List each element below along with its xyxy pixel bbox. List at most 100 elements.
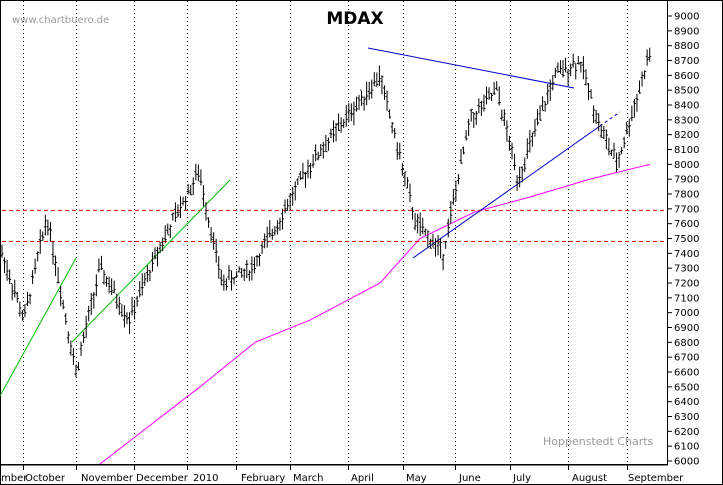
price-bar-24 <box>61 299 65 310</box>
x-tick-label-0: mber <box>1 473 28 484</box>
price-bar-109 <box>278 217 282 231</box>
price-bar-126 <box>321 141 325 159</box>
price-bar-45 <box>115 293 119 310</box>
price-bar-208 <box>530 132 534 147</box>
price-bars-layer <box>0 47 652 377</box>
price-bar-95 <box>242 268 246 281</box>
price-bar-149 <box>380 75 384 95</box>
price-bar-193 <box>492 82 496 95</box>
price-bar-137 <box>349 103 353 122</box>
price-bar-48 <box>122 305 126 328</box>
grid-layer <box>23 1 628 464</box>
price-bar-19 <box>48 221 52 242</box>
price-bar-244 <box>622 136 626 149</box>
price-bar-13 <box>33 258 37 274</box>
price-bar-87 <box>222 274 226 291</box>
price-bar-184 <box>469 108 473 122</box>
price-bar-196 <box>500 109 504 121</box>
price-bar-49 <box>125 312 129 325</box>
price-bar-181 <box>462 146 466 155</box>
price-bar-139 <box>354 96 358 112</box>
price-bar-249 <box>635 93 639 112</box>
price-bar-77 <box>196 164 200 182</box>
x-tick-label-11: August <box>572 473 607 484</box>
price-bar-32 <box>82 331 86 344</box>
price-bar-29 <box>74 364 78 377</box>
price-bar-116 <box>296 176 300 186</box>
price-bar-88 <box>224 278 228 291</box>
price-bar-151 <box>385 90 389 111</box>
price-bar-182 <box>464 130 468 141</box>
chart-title: MDAX <box>326 9 383 29</box>
price-bar-171 <box>436 235 440 256</box>
x-tick-label-3: December <box>136 473 189 484</box>
price-bar-157 <box>400 163 404 176</box>
price-bar-159 <box>405 177 409 189</box>
y-tick-label-8800: 8800 <box>674 41 699 52</box>
y-tick-label-6200: 6200 <box>674 427 699 438</box>
price-bar-110 <box>281 208 284 230</box>
price-bar-148 <box>377 65 381 87</box>
price-bar-74 <box>189 184 193 196</box>
price-bar-2 <box>5 259 9 281</box>
plot-frame <box>0 0 668 465</box>
x-tick-label-10: July <box>512 473 531 484</box>
y-tick-label-8700: 8700 <box>674 56 699 67</box>
price-bar-122 <box>311 154 315 168</box>
price-bar-224 <box>571 53 575 68</box>
price-bar-129 <box>329 128 333 139</box>
price-bar-21 <box>54 255 58 276</box>
price-bar-5 <box>13 279 17 298</box>
price-bar-238 <box>607 137 611 156</box>
price-bar-106 <box>270 228 274 240</box>
support-trendline-extension <box>599 111 621 127</box>
price-bar-100 <box>255 254 259 267</box>
x-tick-label-7: April <box>351 473 374 484</box>
price-bar-175 <box>446 218 450 238</box>
price-bar-119 <box>303 172 307 189</box>
y-tick-label-7600: 7600 <box>674 219 699 230</box>
y-tick-label-6600: 6600 <box>674 368 699 379</box>
y-tick-label-8500: 8500 <box>674 86 699 97</box>
price-bar-220 <box>561 59 565 78</box>
price-bar-6 <box>15 292 19 303</box>
price-bar-158 <box>403 171 407 187</box>
price-bar-154 <box>393 128 397 139</box>
price-bar-177 <box>451 188 455 205</box>
price-bar-28 <box>71 347 75 366</box>
price-bar-70 <box>179 196 182 219</box>
price-bar-33 <box>84 315 88 339</box>
y-tick-label-9000: 9000 <box>674 12 699 23</box>
price-bar-134 <box>342 119 346 129</box>
price-bar-94 <box>240 267 244 278</box>
y-tick-label-8900: 8900 <box>674 26 699 37</box>
price-bar-234 <box>597 113 601 132</box>
price-bar-165 <box>421 217 425 235</box>
price-bar-194 <box>495 81 499 91</box>
price-bar-14 <box>36 251 40 262</box>
price-bar-207 <box>528 130 532 153</box>
price-bar-85 <box>217 256 221 279</box>
price-bar-1 <box>3 257 7 274</box>
price-bar-114 <box>291 187 295 206</box>
price-bar-161 <box>411 206 415 220</box>
price-bar-72 <box>184 196 188 210</box>
y-tick-label-6800: 6800 <box>674 338 699 349</box>
price-bar-163 <box>416 213 420 234</box>
price-bar-101 <box>258 253 262 267</box>
price-bar-251 <box>640 71 644 87</box>
price-bar-86 <box>219 269 223 286</box>
price-bar-131 <box>334 122 338 142</box>
price-bar-212 <box>541 96 545 111</box>
price-bar-215 <box>548 79 552 101</box>
price-bar-146 <box>372 72 376 87</box>
price-bar-120 <box>306 159 310 179</box>
price-bar-107 <box>273 226 277 236</box>
price-bar-205 <box>523 157 527 173</box>
price-bar-50 <box>128 312 131 334</box>
price-bar-214 <box>546 83 550 105</box>
price-bar-188 <box>479 100 483 116</box>
price-bar-46 <box>117 296 121 315</box>
price-bar-9 <box>23 303 27 318</box>
price-bar-91 <box>232 276 236 285</box>
